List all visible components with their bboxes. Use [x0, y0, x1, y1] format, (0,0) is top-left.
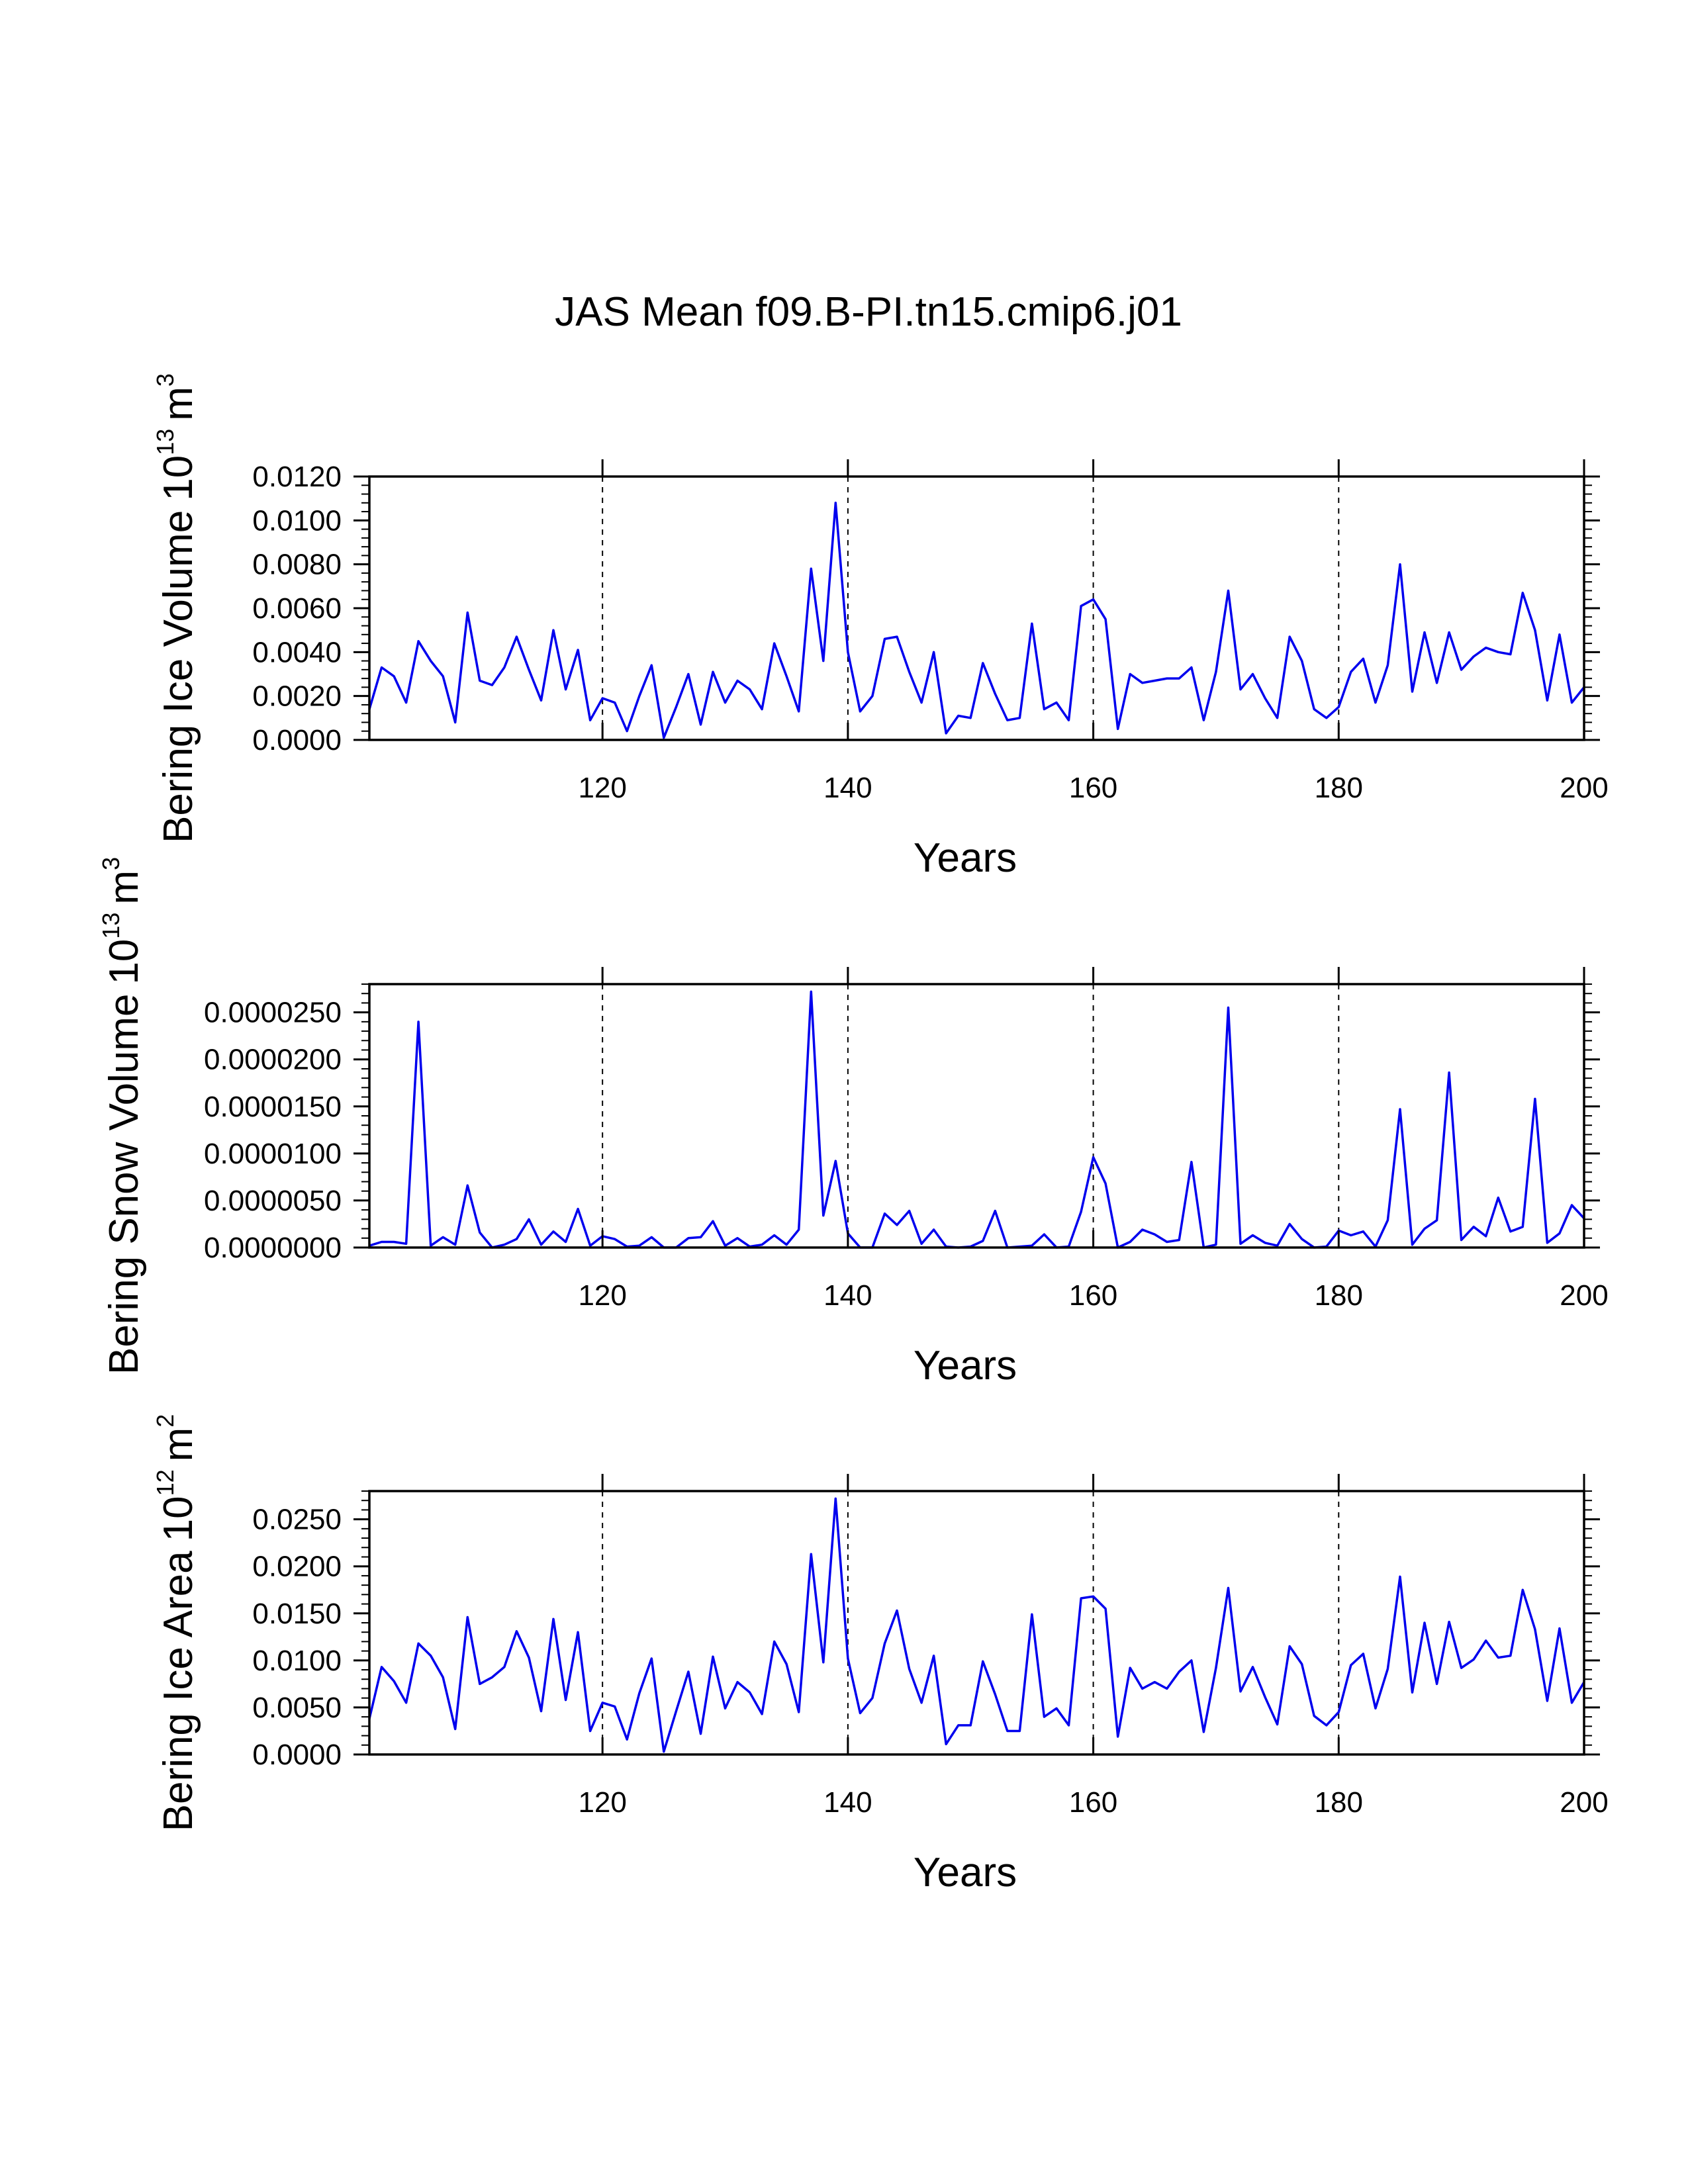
x-tick-label: 160	[1069, 772, 1117, 804]
y-tick-label: 0.0150	[252, 1598, 342, 1630]
x-tick-label: 180	[1315, 772, 1363, 804]
ylabel-unit-suffix-exp: 3	[152, 373, 179, 387]
ylabel-text: Bering Snow Volume	[101, 994, 147, 1375]
x-tick-label: 140	[823, 1786, 872, 1819]
x-tick-label: 120	[578, 1279, 626, 1312]
xlabel-snow-volume: Years	[914, 1343, 1017, 1388]
series-line	[369, 990, 1585, 1249]
y-tick-label: 0.0020	[252, 680, 342, 713]
series-line	[368, 502, 1585, 739]
panel-ice-area: Bering Ice Area 1012 m2 Years 120 140 160 180…	[152, 1414, 1609, 1895]
ylabel-unit-base: 10	[156, 1496, 201, 1541]
x-tick-label: 160	[1069, 1279, 1117, 1312]
figure-title: JAS Mean f09.B-PI.tn15.cmip6.j01	[555, 289, 1182, 335]
y-tick-label: 0.0200	[252, 1551, 342, 1583]
y-tick-label: 0.0000150	[204, 1091, 342, 1123]
xlabel-ice-volume: Years	[914, 835, 1017, 881]
series-line	[368, 1497, 1585, 1753]
x-tick-label: 160	[1069, 1786, 1117, 1819]
x-tick-label: 140	[823, 1279, 872, 1312]
ylabel-unit-base: 10	[101, 939, 147, 985]
x-tick-label: 140	[823, 772, 872, 804]
x-tick-label: 200	[1560, 772, 1608, 804]
y-tick-label: 0.0000050	[204, 1185, 342, 1217]
panel-snow-volume: Bering Snow Volume 1013 m3 Years 120 140 160…	[97, 857, 1609, 1388]
ylabel-unit-suffix-exp: 2	[152, 1414, 179, 1428]
ylabel-unit-suffix: m	[156, 387, 201, 421]
y-tick-label: 0.0000100	[204, 1138, 342, 1170]
x-tick-label: 120	[578, 1786, 626, 1819]
ylabel-unit-exp: 13	[152, 429, 179, 455]
svg-text:Bering Ice Area1012m2: Bering Ice Area 1012 m2	[152, 1414, 201, 1832]
y-tick-label: 0.0000000	[204, 1232, 342, 1264]
plot-frame	[368, 475, 1585, 741]
plot-frame	[368, 983, 1585, 1249]
y-tick-label: 0.0050	[252, 1692, 342, 1724]
y-tick-label: 0.0100	[252, 1645, 342, 1677]
x-tick-label: 200	[1560, 1786, 1608, 1819]
x-tick-label: 180	[1315, 1786, 1363, 1819]
ylabel-unit-suffix: m	[101, 870, 147, 905]
ylabel-unit-suffix-exp: 3	[97, 857, 124, 870]
ylabel-unit-exp: 13	[97, 913, 124, 939]
y-tick-label: 0.0000250	[204, 997, 342, 1029]
svg-text:Bering Snow Volume1013m3: Bering Snow Volume 1013 m3	[97, 857, 147, 1375]
ylabel-ice-area: Bering Ice Area 1012 m2	[152, 1414, 201, 1832]
ylabel-text: Bering Ice Area	[156, 1551, 201, 1831]
ylabel-text: Bering Ice Volume	[156, 510, 201, 843]
x-tick-label: 120	[578, 772, 626, 804]
plot-frame	[368, 1490, 1585, 1756]
panel-ice-volume: Bering Ice Volume 1013 m3 Years 120 140 160 1…	[152, 373, 1609, 881]
svg-text:Bering Ice Volume1013m3: Bering Ice Volume 1013 m3	[152, 373, 201, 843]
ylabel-ice-volume: Bering Ice Volume 1013 m3	[152, 373, 201, 843]
y-tick-label: 0.0060	[252, 592, 342, 625]
ylabel-unit-exp: 12	[152, 1469, 179, 1496]
y-tick-label: 0.0000	[252, 724, 342, 756]
x-tick-label: 200	[1560, 1279, 1608, 1312]
y-tick-label: 0.0040	[252, 636, 342, 668]
y-tick-label: 0.0080	[252, 549, 342, 581]
y-tick-label: 0.0100	[252, 504, 342, 537]
y-tick-label: 0.0250	[252, 1504, 342, 1536]
ylabel-snow-volume: Bering Snow Volume 1013 m3	[97, 857, 147, 1375]
xlabel-ice-area: Years	[914, 1850, 1017, 1895]
y-tick-label: 0.0000200	[204, 1044, 342, 1076]
x-tick-label: 180	[1315, 1279, 1363, 1312]
ylabel-unit-base: 10	[156, 455, 201, 501]
y-tick-label: 0.0000	[252, 1739, 342, 1771]
ylabel-unit-suffix: m	[156, 1428, 201, 1462]
y-tick-label: 0.0120	[252, 461, 342, 493]
